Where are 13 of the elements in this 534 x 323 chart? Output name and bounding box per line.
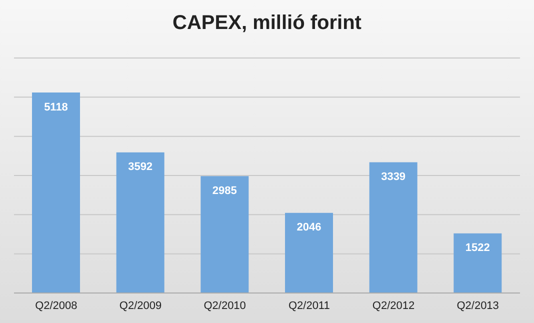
data-label: 3339 bbox=[381, 171, 406, 184]
data-label: 5118 bbox=[44, 101, 68, 114]
data-label: 1522 bbox=[465, 242, 490, 254]
data-label: 3592 bbox=[128, 161, 153, 174]
chart-title: CAPEX, millió forint bbox=[172, 12, 362, 35]
data-label: 2046 bbox=[296, 222, 322, 234]
x-tick-label: Q2/2010 bbox=[204, 300, 246, 312]
x-tick-label: Q2/2008 bbox=[35, 300, 78, 312]
x-tick-label: Q2/2011 bbox=[288, 300, 330, 312]
x-tick-label: Q2/2009 bbox=[119, 300, 162, 312]
x-tick-label: Q2/2013 bbox=[456, 300, 499, 312]
data-label: 2985 bbox=[212, 184, 237, 197]
x-tick-label: Q2/2012 bbox=[372, 300, 415, 312]
